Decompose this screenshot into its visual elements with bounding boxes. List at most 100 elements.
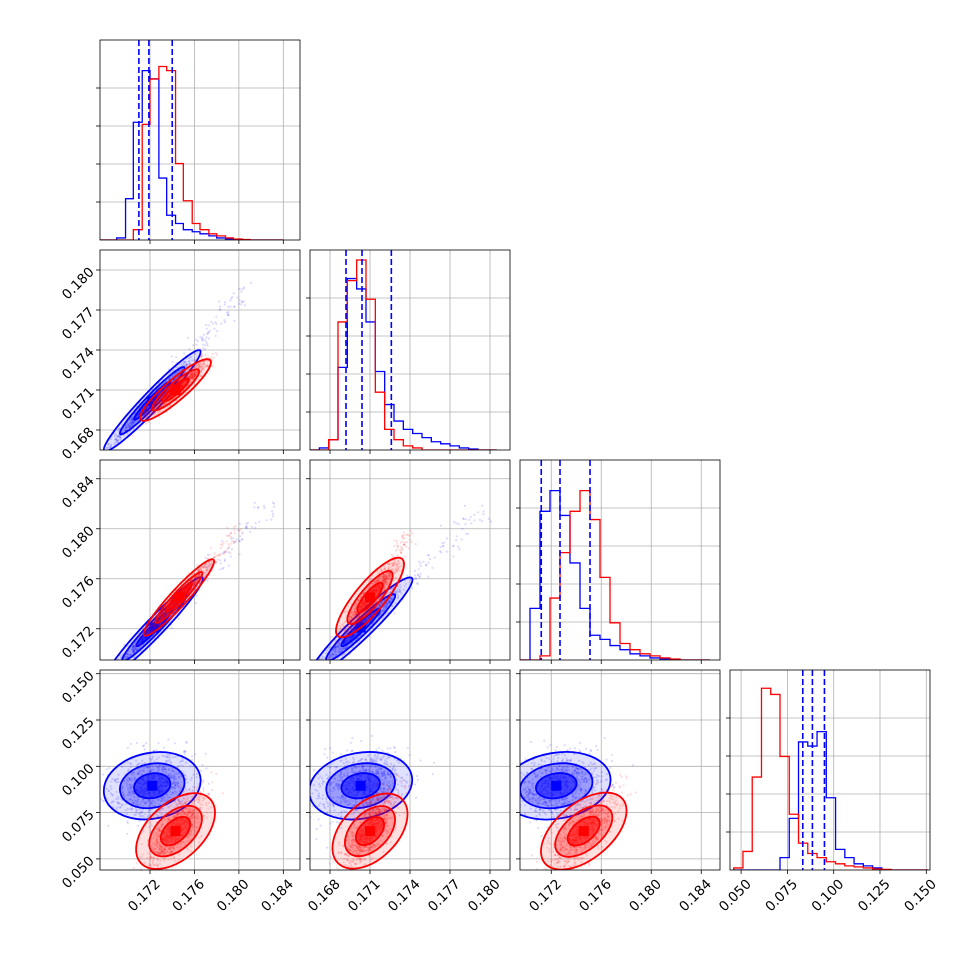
- scatter-point: [111, 675, 113, 677]
- scatter-point: [385, 576, 388, 579]
- scatter-point: [109, 445, 113, 448]
- scatter-point: [386, 602, 389, 606]
- scatter-point: [442, 545, 445, 548]
- scatter-point: [384, 580, 388, 584]
- scatter-point: [132, 649, 135, 652]
- scatter-point: [386, 562, 389, 566]
- scatter-point: [329, 654, 332, 658]
- scatter-point: [347, 644, 350, 647]
- scatter-point: [204, 562, 207, 566]
- scatter-point: [399, 551, 403, 555]
- scatter-point: [385, 578, 388, 581]
- scatter-point: [195, 373, 198, 376]
- scatter-point: [152, 406, 156, 409]
- scatter-point: [130, 417, 134, 420]
- scatter-point: [107, 677, 109, 679]
- scatter-point: [338, 642, 341, 645]
- scatter-point: [132, 649, 135, 652]
- scatter-point: [383, 608, 386, 611]
- scatter-point: [394, 549, 398, 552]
- scatter-point: [242, 287, 245, 290]
- scatter-point: [195, 371, 198, 374]
- points-red: [132, 525, 244, 648]
- scatter-point: [131, 419, 134, 422]
- scatter-point: [386, 602, 389, 605]
- scatter-point: [193, 370, 196, 373]
- scatter-point: [177, 369, 180, 373]
- scatter-point: [334, 638, 337, 641]
- scatter-point: [325, 652, 328, 655]
- scatter-point: [339, 627, 342, 630]
- scatter-point: [159, 615, 162, 619]
- scatter-point: [369, 612, 373, 615]
- scatter-point: [161, 612, 164, 615]
- scatter-point: [225, 549, 228, 553]
- scatter-point: [195, 366, 198, 369]
- scatter-point: [196, 576, 199, 580]
- scatter-point: [121, 662, 123, 664]
- scatter-point: [340, 649, 343, 653]
- scatter-point: [230, 537, 233, 540]
- scatter-point: [254, 526, 257, 529]
- scatter-point: [314, 678, 316, 680]
- scatter-point: [324, 662, 326, 664]
- scatter-point: [215, 322, 218, 325]
- scatter-point: [382, 579, 385, 582]
- scatter-point: [229, 531, 232, 535]
- scatter-point: [158, 614, 162, 617]
- scatter-point: [123, 657, 126, 660]
- scatter-point: [190, 373, 193, 376]
- scatter-point: [397, 568, 400, 572]
- scatter-point: [380, 575, 383, 579]
- scatter-point: [335, 646, 338, 649]
- scatter-point: [469, 515, 472, 519]
- scatter-point: [241, 538, 244, 541]
- scatter-point: [398, 589, 402, 592]
- scatter-point: [192, 367, 195, 370]
- scatter-point: [226, 314, 230, 317]
- scatter-point: [176, 375, 180, 378]
- scatter-point: [153, 624, 156, 627]
- density-peak: [149, 622, 160, 633]
- scatter-point: [349, 615, 352, 618]
- scatter-point: [348, 615, 351, 619]
- scatter-point: [214, 321, 217, 324]
- scatter-point: [160, 614, 163, 617]
- scatter-point: [189, 376, 192, 379]
- scatter-point: [193, 358, 196, 361]
- scatter-point: [156, 619, 159, 622]
- scatter-point: [161, 611, 164, 614]
- scatter-point: [243, 304, 246, 307]
- scatter-point: [357, 614, 360, 617]
- scatter-point: [129, 425, 132, 428]
- scatter-point: [115, 433, 118, 436]
- scatter-point: [227, 543, 230, 546]
- scatter-point: [107, 680, 109, 682]
- scatter-point: [125, 652, 129, 656]
- scatter-point: [335, 645, 338, 649]
- scatter-point: [164, 407, 167, 410]
- scatter-point: [192, 580, 195, 583]
- scatter-point: [206, 359, 209, 362]
- panel-2-1: [306, 459, 511, 680]
- scatter-point: [223, 558, 226, 561]
- scatter-point: [113, 668, 115, 670]
- scatter-point: [195, 594, 198, 597]
- scatter-point: [381, 579, 385, 582]
- scatter-point: [150, 414, 153, 417]
- scatter-point: [113, 664, 115, 666]
- scatter-point: [155, 401, 159, 404]
- scatter-point: [142, 413, 145, 416]
- scatter-point: [201, 368, 204, 371]
- scatter-point: [191, 373, 194, 376]
- scatter-point: [160, 616, 163, 619]
- scatter-point: [115, 438, 118, 441]
- scatter-point: [443, 541, 446, 544]
- scatter-point: [208, 553, 211, 556]
- scatter-point: [392, 562, 396, 565]
- scatter-point: [126, 655, 129, 659]
- scatter-point: [357, 614, 360, 617]
- scatter-point: [188, 368, 191, 371]
- scatter-point: [359, 595, 362, 598]
- scatter-point: [126, 426, 129, 429]
